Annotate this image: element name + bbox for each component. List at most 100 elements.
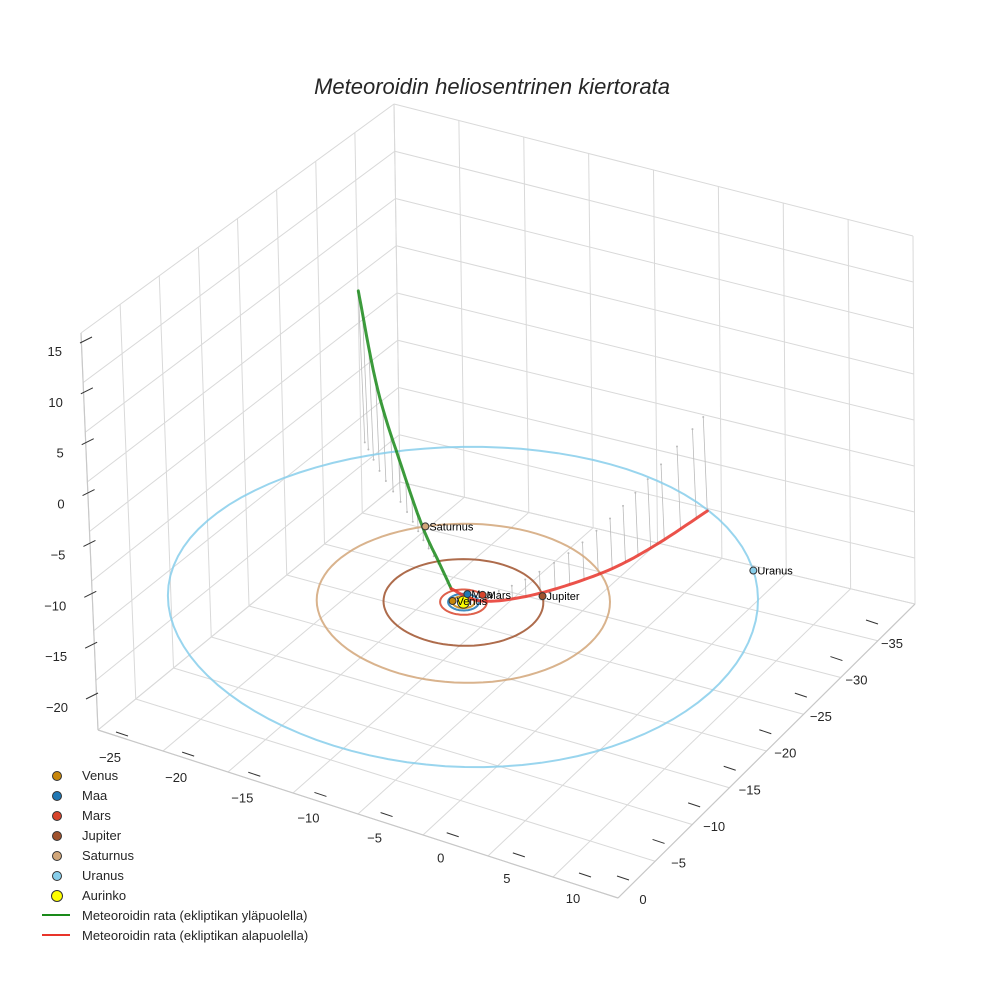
drop-point <box>378 469 381 472</box>
x-tick-label: 5 <box>503 871 510 886</box>
legend-item-aurinko[interactable]: Aurinko <box>40 885 308 905</box>
y-tick-mark <box>794 692 808 698</box>
planet-label-uranus: Uranus <box>757 566 793 578</box>
y-tick-label: −15 <box>739 782 761 797</box>
legend-line-above <box>42 914 70 916</box>
grid-line-floor-x <box>422 557 723 836</box>
orbit-uranus <box>166 445 760 769</box>
y-tick-label: 0 <box>639 892 646 907</box>
z-tick-label: −10 <box>44 598 66 613</box>
drop-line <box>524 579 527 597</box>
drop-point <box>510 584 513 587</box>
orbit-saturnus <box>315 522 612 684</box>
legend-line-below <box>42 934 70 936</box>
y-tick-mark <box>616 875 630 881</box>
grid-line-wall-left-h <box>89 292 398 532</box>
sun-marker <box>456 595 470 609</box>
legend-label-venus: Venus <box>82 767 119 783</box>
legend-item-trajectory-above[interactable]: Meteoroidin rata (ekliptikan yläpuolella… <box>40 905 308 925</box>
grid-line-wall-back-v <box>782 202 787 574</box>
legend-item-maa[interactable]: Maa <box>40 785 308 805</box>
chart-legend: Venus Maa Mars Jupiter Saturnus Uranus A… <box>40 765 308 945</box>
drop-line <box>375 380 380 471</box>
y-tick-label: −25 <box>810 709 832 724</box>
x-tick-mark <box>380 812 393 818</box>
grid-line-wall-back-v <box>847 219 852 589</box>
legend-label-trajectory-above: Meteoroidin rata (ekliptikan yläpuolella… <box>82 907 308 923</box>
z-tick-label: 5 <box>56 446 63 461</box>
grid-line-wall-back-h <box>393 103 914 237</box>
grid-line-wall-left-v <box>393 103 401 483</box>
drop-line <box>511 585 513 599</box>
drop-point <box>567 552 570 555</box>
grid-line-wall-back-v <box>912 235 916 605</box>
y-tick-mark <box>723 765 736 771</box>
drop-point <box>427 547 430 550</box>
grid-line-floor-y <box>362 512 878 642</box>
legend-label-aurinko: Aurinko <box>82 887 127 903</box>
axis-ticks: −25 −20 −15 −10 −5 0 5 10 −35 −30 −25 −20 −15 −10 −5 0 1… <box>44 336 903 907</box>
legend-marker-aurinko <box>51 890 63 902</box>
x-tick-mark <box>181 751 195 757</box>
legend-item-mars[interactable]: Mars <box>40 805 308 825</box>
drop-point <box>622 504 625 507</box>
trajectory-series-2 <box>449 509 709 603</box>
drop-point <box>538 570 541 573</box>
drop-line <box>692 429 697 519</box>
planet-marker-uranus <box>749 566 758 575</box>
grid-line-wall-left-h <box>82 150 396 384</box>
drop-point <box>384 480 387 483</box>
legend-item-venus[interactable]: Venus <box>40 765 308 785</box>
drop-point <box>646 478 649 481</box>
drop-line <box>368 347 374 460</box>
legend-label-saturnus: Saturnus <box>82 847 135 863</box>
axis-edge <box>617 603 916 899</box>
legend-item-jupiter[interactable]: Jupiter <box>40 825 308 845</box>
grid-line-floor-x <box>552 588 851 878</box>
x-tick-label: −10 <box>297 810 319 825</box>
planet-marker-mars <box>478 590 487 599</box>
grid-line-wall-left-v <box>315 161 325 545</box>
legend-item-saturnus[interactable]: Saturnus <box>40 845 308 865</box>
y-tick-mark <box>652 838 665 844</box>
legend-marker-venus <box>52 771 62 781</box>
grid-line-wall-back-v <box>717 186 723 559</box>
drop-point <box>660 463 663 466</box>
drop-line <box>660 464 665 540</box>
drop-line <box>362 314 369 450</box>
z-tick-label: −20 <box>46 700 68 715</box>
drop-line <box>582 542 585 580</box>
z-tick-mark <box>79 336 93 344</box>
y-tick-label: −5 <box>671 855 686 870</box>
drop-line <box>398 457 401 502</box>
z-tick-label: 10 <box>48 395 62 410</box>
orbit-jupiter <box>382 558 545 647</box>
z-tick-label: −15 <box>45 649 67 664</box>
drop-point <box>581 541 584 544</box>
drop-line <box>357 290 366 443</box>
grid-line-wall-left-h <box>80 103 395 334</box>
x-tick-label: −20 <box>165 770 187 785</box>
drop-line <box>622 505 626 563</box>
z-tick-mark <box>84 590 97 598</box>
grid-line-floor-y <box>286 574 804 715</box>
planet-marker-saturnus <box>421 522 430 531</box>
drop-point <box>497 589 500 592</box>
legend-item-trajectory-below[interactable]: Meteoroidin rata (ekliptikan alapuolella… <box>40 925 308 945</box>
z-tick-label: 0 <box>57 497 64 512</box>
z-tick-mark <box>82 489 95 497</box>
drop-line <box>676 446 681 530</box>
legend-item-uranus[interactable]: Uranus <box>40 865 308 885</box>
y-tick-mark <box>687 802 701 808</box>
drop-line <box>609 518 613 569</box>
planet-marker-jupiter <box>538 592 547 601</box>
x-tick-label: 10 <box>566 891 580 906</box>
y-tick-label: −30 <box>845 673 867 688</box>
legend-label-jupiter: Jupiter <box>82 827 122 843</box>
drop-point <box>417 530 420 533</box>
y-tick-mark <box>865 619 879 625</box>
axis-edge <box>97 729 619 899</box>
y-tick-label: −35 <box>881 636 903 651</box>
z-tick-label: 15 <box>48 344 62 359</box>
drop-point <box>399 500 402 503</box>
